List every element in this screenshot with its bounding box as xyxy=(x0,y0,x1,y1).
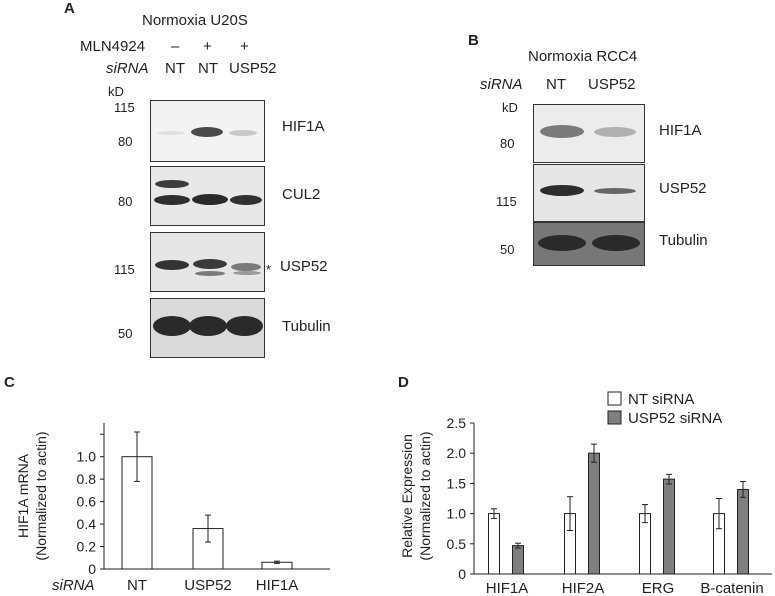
band xyxy=(155,260,189,270)
legend-label: USP52 siRNA xyxy=(628,410,722,427)
x-tick-label: ERG xyxy=(642,580,675,596)
x-tick-label: HIF1A xyxy=(486,580,529,596)
panel-a-blot-usp52 xyxy=(150,232,265,292)
panel-b-letter: B xyxy=(468,32,479,49)
panel-a-marker-115b: 115 xyxy=(114,262,135,277)
y-tick-label: 0.6 xyxy=(77,494,97,510)
panel-a-title: Normoxia U20S xyxy=(142,12,248,29)
y-tick-label: 1.0 xyxy=(447,506,467,522)
panel-a-marker-80b: 80 xyxy=(118,194,133,209)
panel-b-protein-hif1a: HIF1A xyxy=(659,122,702,139)
panel-b-marker-80: 80 xyxy=(500,136,515,151)
band xyxy=(189,316,227,336)
panel-a-sirna-label: siRNA xyxy=(106,60,149,77)
band xyxy=(233,271,261,275)
panel-a-sign-1: – xyxy=(171,38,180,55)
x-tick-label: HIF2A xyxy=(562,580,605,596)
panel-b-protein-tubulin: Tubulin xyxy=(659,232,708,249)
panel-a-protein-tubulin: Tubulin xyxy=(282,318,331,335)
panel-b-lane-2: USP52 xyxy=(588,76,636,93)
panel-a-lane-1: NT xyxy=(165,60,185,77)
panel-b-title: Normoxia RCC4 xyxy=(528,48,638,65)
y-axis-label: Relative Expression xyxy=(399,434,415,558)
band xyxy=(229,130,257,136)
panel-b-lane-1: NT xyxy=(546,76,566,93)
panel-b-marker-50: 50 xyxy=(500,242,515,257)
sirna-label: siRNA xyxy=(52,577,95,594)
panel-c-chart: 0 0.2 0.4 0.6 0.8 1.0 HIF1A mRNA (Normalized to… xyxy=(15,423,330,594)
panel-a-lane-3: USP52 xyxy=(229,60,277,77)
band xyxy=(192,194,228,205)
panel-a-sign-3: + xyxy=(240,38,249,55)
bar xyxy=(663,478,675,575)
legend-swatch xyxy=(607,410,622,425)
panel-b-blot-usp52 xyxy=(533,164,645,222)
band xyxy=(538,235,586,251)
panel-a-sign-2: + xyxy=(203,38,212,55)
band xyxy=(540,185,584,196)
band xyxy=(155,180,189,188)
bar xyxy=(737,488,749,575)
panel-a-protein-usp52: USP52 xyxy=(280,258,328,275)
panel-a-marker-115: 115 xyxy=(114,100,135,115)
legend-swatch xyxy=(607,391,622,406)
legend-label: NT siRNA xyxy=(628,391,694,408)
panel-b-protein-usp52: USP52 xyxy=(659,180,707,197)
panel-a-lane-2: NT xyxy=(198,60,218,77)
panel-b-blot-tubulin xyxy=(533,222,645,266)
bar xyxy=(588,452,600,575)
band xyxy=(540,125,584,138)
band xyxy=(157,131,185,135)
panel-a-protein-cul2: CUL2 xyxy=(282,186,321,203)
y-tick-label: 0.4 xyxy=(77,516,97,532)
panel-a-treatment-label: MLN4924 xyxy=(80,38,146,55)
y-tick-label: 0.5 xyxy=(447,536,467,552)
band xyxy=(195,271,225,276)
y-tick-label: 0 xyxy=(458,566,466,582)
panel-b-blot-hif1a xyxy=(533,104,645,163)
band xyxy=(191,127,223,137)
panel-c-letter: C xyxy=(4,374,15,391)
panel-b-kd-label: kD xyxy=(502,100,518,115)
panel-a-blot-tubulin xyxy=(150,298,265,358)
panel-a-kd-label: kD xyxy=(108,84,124,99)
band xyxy=(592,235,640,251)
panel-b-marker-115: 115 xyxy=(496,194,517,209)
y-axis-label: (Normalized to actin) xyxy=(33,431,49,560)
y-tick-label: 2.0 xyxy=(447,445,467,461)
y-axis-label: (Normalized to actin) xyxy=(417,431,433,560)
panel-a-blot-cul2 xyxy=(150,166,265,226)
bar xyxy=(512,545,524,575)
panel-a-asterisk: * xyxy=(266,262,272,277)
y-tick-label: 2.5 xyxy=(447,415,467,431)
panel-a-marker-50: 50 xyxy=(118,326,133,341)
y-tick-label: 0.2 xyxy=(77,539,97,555)
panel-a-protein-hif1a: HIF1A xyxy=(282,118,325,135)
band xyxy=(193,259,227,269)
bar xyxy=(121,456,153,570)
panel-d-letter: D xyxy=(398,374,409,391)
y-tick-label: 1.5 xyxy=(447,475,467,491)
x-tick-label: HIF1A xyxy=(256,577,299,594)
y-axis-label: HIF1A mRNA xyxy=(15,453,31,538)
band xyxy=(231,263,261,271)
band xyxy=(230,195,262,205)
panel-b-sirna-label: siRNA xyxy=(480,76,523,93)
band xyxy=(154,195,190,205)
bar xyxy=(488,513,500,575)
panel-a-letter: A xyxy=(64,0,75,17)
panel-a-marker-80a: 80 xyxy=(118,134,133,149)
band xyxy=(153,316,191,336)
x-tick-label: B-catenin xyxy=(700,580,763,596)
panel-a-blot-hif1a xyxy=(150,100,265,162)
panel-d-chart: 0 0.5 1.0 1.5 2.0 2.5 Relative Expression (Norm… xyxy=(399,391,772,596)
y-tick-label: 1.0 xyxy=(77,449,97,465)
band xyxy=(594,188,636,194)
x-tick-label: USP52 xyxy=(184,577,232,594)
y-tick-label: 0.8 xyxy=(77,471,97,487)
band xyxy=(594,127,636,137)
band xyxy=(226,316,263,336)
x-tick-label: NT xyxy=(127,577,147,594)
y-tick-label: 0 xyxy=(88,561,96,577)
